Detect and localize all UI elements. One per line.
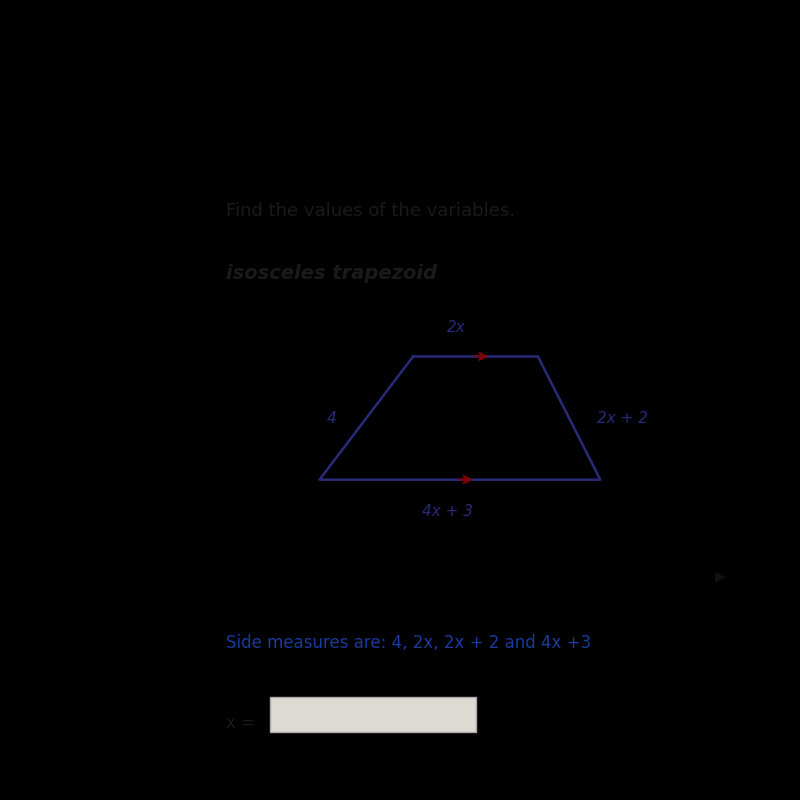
Text: 2x + 2: 2x + 2 <box>597 410 648 426</box>
Text: 4: 4 <box>327 410 337 426</box>
Text: x =: x = <box>226 714 255 732</box>
Text: 2x: 2x <box>447 320 466 335</box>
Text: Side measures are: 4, 2x, 2x + 2 and 4x +3: Side measures are: 4, 2x, 2x + 2 and 4x … <box>226 634 591 652</box>
Text: ▶: ▶ <box>714 569 726 583</box>
Text: Find the values of the variables.: Find the values of the variables. <box>226 202 515 221</box>
FancyBboxPatch shape <box>270 697 475 732</box>
Text: 4x + 3: 4x + 3 <box>422 504 473 519</box>
Text: isosceles trapezoid: isosceles trapezoid <box>226 264 437 283</box>
